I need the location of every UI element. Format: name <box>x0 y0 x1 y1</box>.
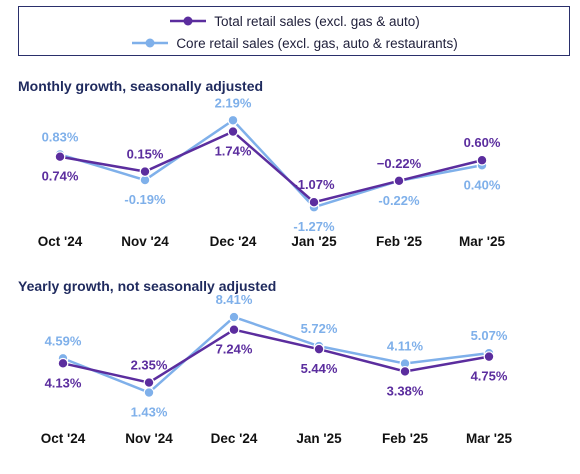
data-point-total <box>143 377 155 388</box>
series-line-core <box>62 315 490 394</box>
legend-label-core: Core retail sales (excl. gas, auto & res… <box>176 35 458 51</box>
data-label-core: 4.11% <box>387 339 424 354</box>
x-tick-label: Mar '25 <box>459 234 505 249</box>
x-tick-label: Jan '25 <box>296 431 342 446</box>
data-label-core: 5.07% <box>471 328 508 343</box>
data-label-core: 4.59% <box>45 333 82 348</box>
legend-swatch-core <box>132 38 169 48</box>
legend: Total retail sales (excl. gas & auto) Co… <box>18 6 570 56</box>
data-label-core: 1.43% <box>131 405 168 420</box>
data-label-total: 2.35% <box>131 358 168 373</box>
x-tick-label: Dec '24 <box>210 234 257 249</box>
yearly-chart-title: Yearly growth, not seasonally adjusted <box>18 278 277 294</box>
x-tick-label: Feb '25 <box>382 431 428 446</box>
data-point-total <box>57 357 69 369</box>
data-point-total <box>228 324 240 336</box>
data-point-total <box>308 196 320 208</box>
data-point-total <box>483 351 495 363</box>
legend-item-total: Total retail sales (excl. gas & auto) <box>19 10 569 32</box>
data-label-total: 7.24% <box>216 342 253 357</box>
data-label-total: 0.60% <box>464 135 501 150</box>
data-point-total <box>227 126 239 137</box>
data-label-core: -0.22% <box>378 193 420 208</box>
data-point-core <box>228 311 240 323</box>
data-label-core: 0.40% <box>464 177 501 192</box>
data-point-total <box>399 366 411 377</box>
data-label-total: −0.22% <box>377 156 422 171</box>
x-tick-label: Mar '25 <box>466 431 512 446</box>
series-line-total <box>59 130 483 204</box>
data-point-total <box>393 175 405 187</box>
x-tick-label: Dec '24 <box>211 431 258 446</box>
series-line-total <box>62 328 490 384</box>
legend-label-total: Total retail sales (excl. gas & auto) <box>214 13 420 29</box>
data-label-total: 3.38% <box>387 383 424 398</box>
x-tick-label: Oct '24 <box>41 431 86 446</box>
data-label-core: 8.41% <box>216 295 253 307</box>
x-tick-label: Oct '24 <box>38 234 83 249</box>
data-label-total: 0.15% <box>127 147 164 162</box>
data-label-total: 1.74% <box>215 144 252 159</box>
monthly-chart-title: Monthly growth, seasonally adjusted <box>18 78 264 94</box>
legend-item-core: Core retail sales (excl. gas, auto & res… <box>19 32 569 54</box>
data-point-core <box>227 114 239 126</box>
data-label-core: 2.19% <box>215 95 252 110</box>
x-tick-label: Feb '25 <box>376 234 422 249</box>
data-label-total: 0.74% <box>42 169 79 184</box>
data-label-core: -0.19% <box>124 192 166 207</box>
data-label-core: 0.83% <box>42 129 79 144</box>
x-tick-label: Nov '24 <box>125 431 173 446</box>
data-point-total <box>313 343 325 355</box>
x-tick-label: Nov '24 <box>121 234 169 249</box>
data-point-total <box>54 151 66 163</box>
data-label-core: 5.72% <box>301 321 338 336</box>
data-point-total <box>476 154 488 166</box>
data-label-total: 4.13% <box>45 375 82 390</box>
data-label-total: -1.07% <box>293 177 335 192</box>
data-label-total: 5.44% <box>301 361 338 376</box>
monthly-growth-chart: 0.74% 0.15% 1.74% -1.07% −0.22% 0.60% 0.83% -0.… <box>38 95 506 249</box>
yearly-growth-chart: 4.13% 2.35% 7.24% 5.44% 3.38% 4.75% 4.59% 1.43%… <box>41 295 513 446</box>
data-point-core <box>143 387 155 398</box>
data-point-total <box>139 166 151 177</box>
legend-swatch-total <box>170 16 207 26</box>
data-label-total: 4.75% <box>471 369 508 384</box>
x-tick-label: Jan '25 <box>291 234 337 249</box>
data-label-core: -1.27% <box>293 219 335 234</box>
